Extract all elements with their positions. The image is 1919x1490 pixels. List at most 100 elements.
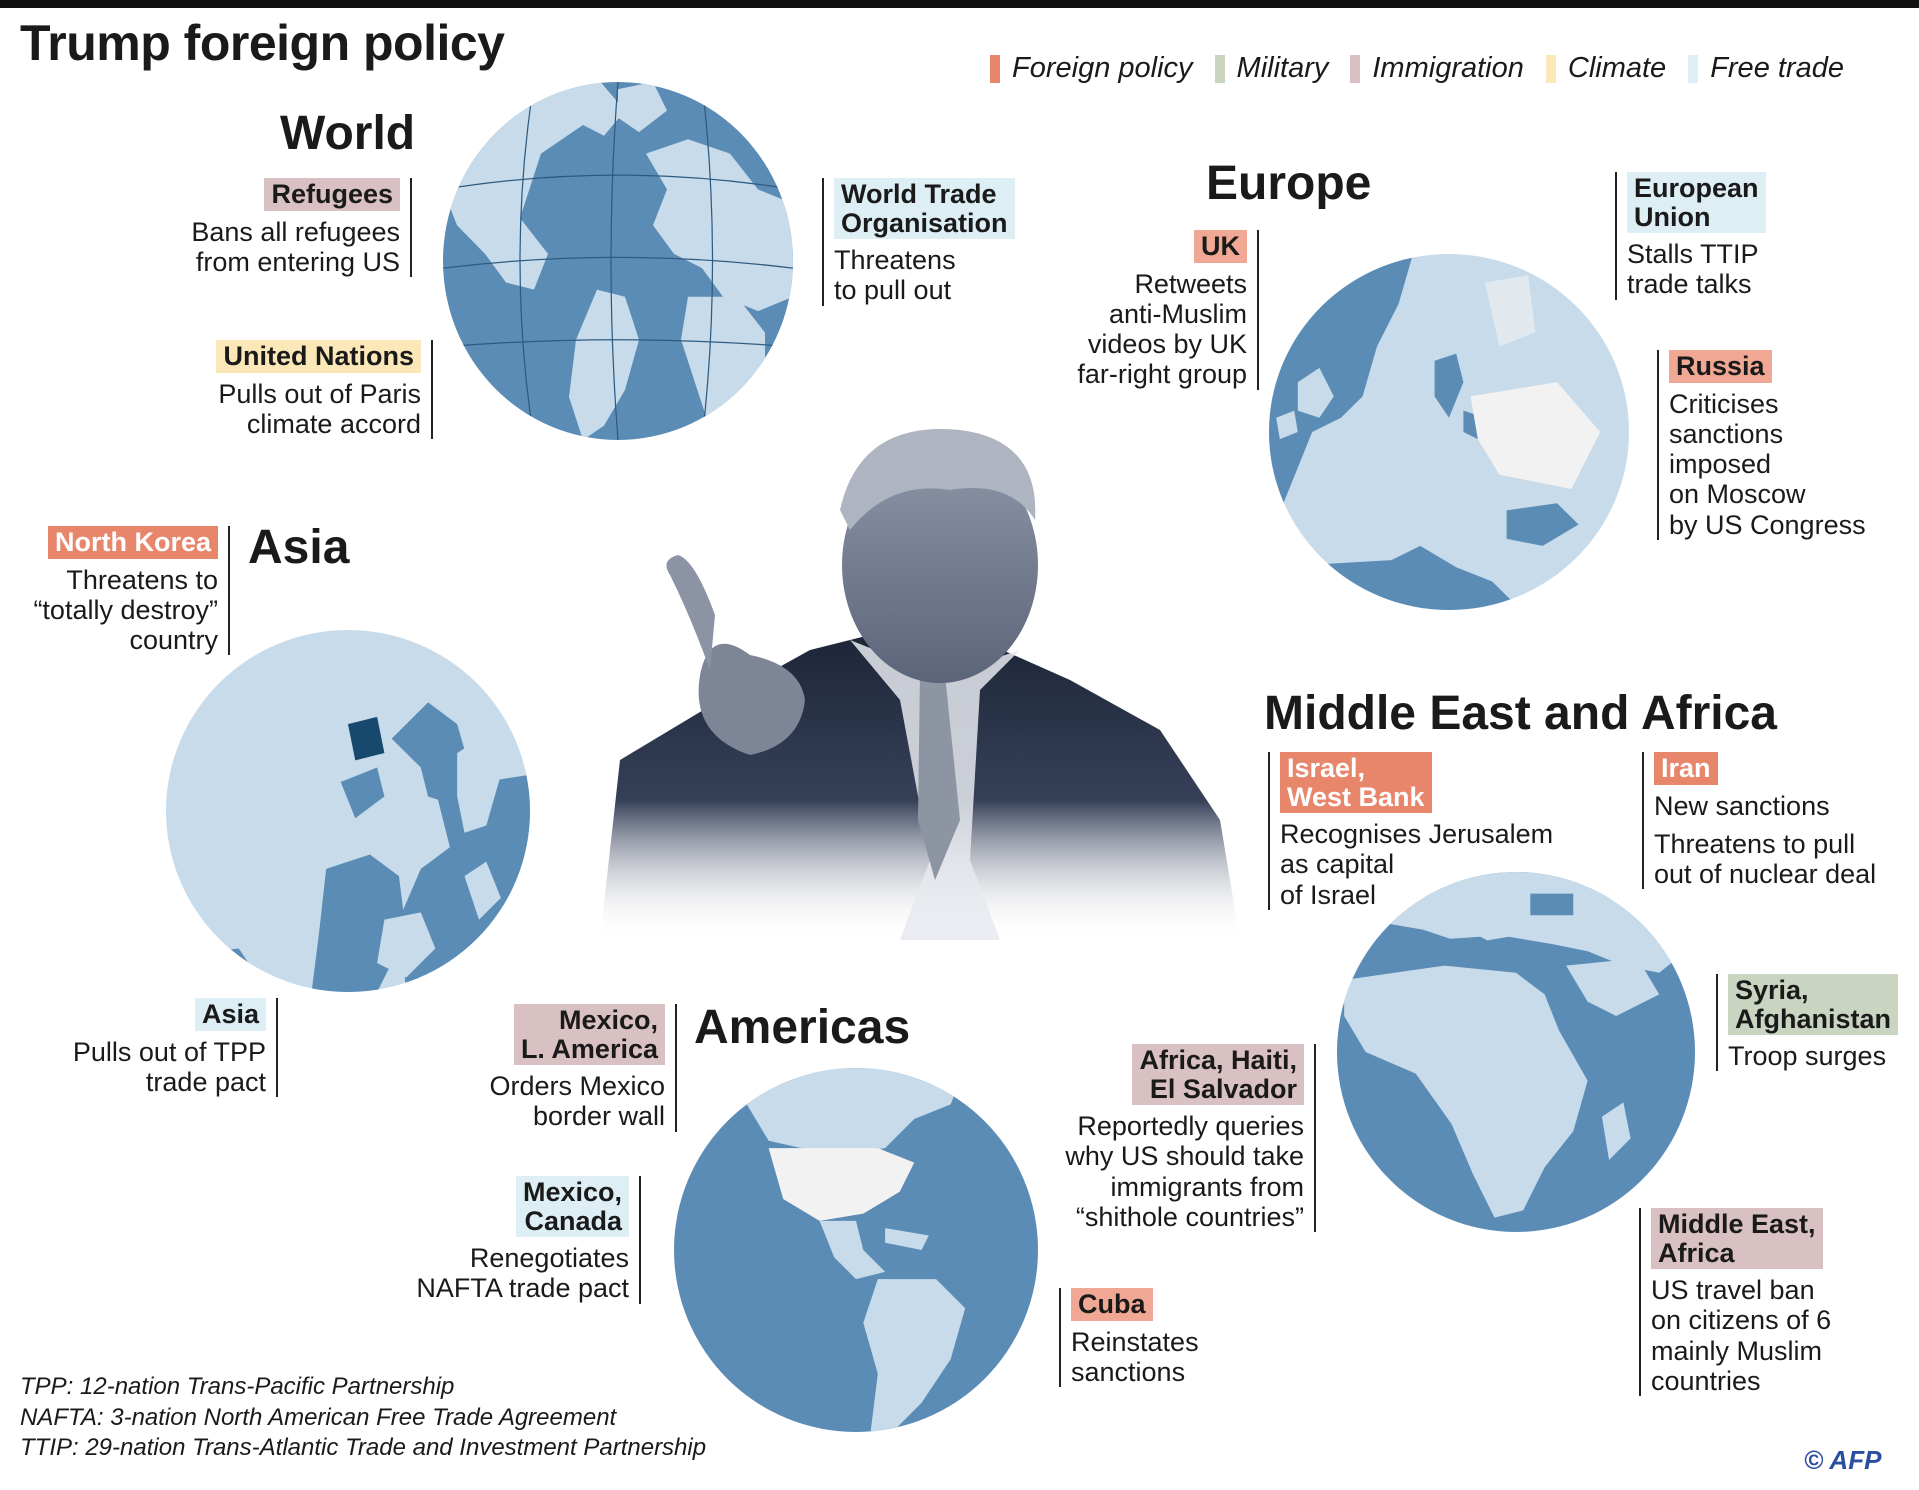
note-text-line: Orders Mexico — [489, 1071, 665, 1102]
note-text-line: on Moscow — [1669, 479, 1806, 510]
world-globe-map — [443, 82, 793, 440]
tag-line: World Trade — [841, 179, 997, 209]
note-text-line: Recognises Jerusalem — [1280, 819, 1554, 850]
note-north-korea: North Korea Threatens to “totally destro… — [33, 526, 230, 656]
tag-line: Afghanistan — [1735, 1003, 1892, 1034]
tag-syria-afghanistan: Syria, Afghanistan — [1728, 974, 1899, 1036]
note-text-line: countries — [1651, 1365, 1761, 1396]
note-israel: Israel, West Bank Recognises Jerusalem as… — [1268, 752, 1553, 910]
tag-refugees: Refugees — [264, 178, 400, 211]
tag-line: Israel, — [1287, 753, 1366, 783]
legend-swatch — [990, 54, 1000, 83]
page-title: Trump foreign policy — [20, 15, 505, 71]
tag-iran: Iran — [1654, 752, 1718, 785]
note-text-line: Bans all refugees — [191, 216, 400, 247]
note-text-line: on citizens of 6 — [1651, 1305, 1832, 1336]
region-title-americas: Americas — [694, 1001, 911, 1054]
note-text-line: far-right group — [1077, 359, 1247, 390]
tag-line: Mexico, — [522, 1177, 622, 1207]
tag-line: Africa, Haiti, — [1139, 1045, 1297, 1075]
note-text-line: Troop surges — [1728, 1041, 1887, 1072]
asia-globe-map — [166, 630, 530, 992]
note-text-line: mainly Muslim — [1651, 1335, 1823, 1366]
legend-swatch — [1688, 54, 1699, 83]
tag-line: Union — [1634, 201, 1711, 232]
middle-east-africa-globe-map — [1337, 872, 1695, 1232]
note-text-line: Reinstates — [1071, 1326, 1199, 1357]
note-text-line: trade talks — [1627, 269, 1752, 300]
legend-item-military: Military — [1214, 52, 1329, 85]
tag-asia: Asia — [194, 998, 266, 1031]
note-text-line: country — [129, 625, 218, 656]
note-text-line: “shithole countries” — [1075, 1201, 1304, 1232]
note-text-line: border wall — [532, 1101, 665, 1132]
tag-russia: Russia — [1669, 350, 1772, 383]
tag-north-korea: North Korea — [47, 526, 218, 559]
legend-swatch — [1214, 54, 1225, 83]
legend-swatch — [1545, 54, 1556, 83]
note-refugees: Refugees Bans all refugees from entering… — [191, 178, 412, 278]
footnote-nafta: NAFTA: 3-nation North American Free Trad… — [20, 1403, 617, 1431]
note-text-line: Threatens to pull — [1654, 828, 1856, 859]
footnotes: TPP: 12-nation Trans-Pacific Partnership… — [20, 1372, 706, 1464]
tag-line: Organisation — [841, 207, 1008, 238]
tag-cuba: Cuba — [1071, 1288, 1153, 1321]
tag-line: Canada — [524, 1205, 622, 1236]
note-text-line: “totally destroy” — [33, 594, 218, 625]
note-united-nations: United Nations Pulls out of Paris climat… — [216, 340, 433, 440]
region-title-asia: Asia — [248, 521, 350, 574]
tag-middle-east-africa: Middle East, Africa — [1651, 1208, 1823, 1270]
note-text-line: Criticises — [1669, 388, 1779, 419]
note-text-line: of Israel — [1280, 879, 1377, 910]
note-text-line: imposed — [1669, 449, 1772, 480]
top-rule — [0, 0, 1919, 8]
note-mexico-latin-america: Mexico, L. America Orders Mexico border w… — [489, 1004, 677, 1132]
tag-line: West Bank — [1287, 781, 1425, 812]
note-text-line: climate accord — [246, 408, 421, 439]
note-africa-haiti: Africa, Haiti, El Salvador Reportedly que… — [1065, 1044, 1316, 1233]
note-text-line: NAFTA trade pact — [416, 1273, 629, 1304]
tag-european-union: European Union — [1627, 172, 1766, 234]
region-title-world: World — [280, 107, 416, 160]
note-wto: World Trade Organisation Threatens to pul… — [822, 178, 1015, 306]
note-russia: Russia Criticises sanctions imposed on M… — [1657, 350, 1866, 540]
note-text-line: Retweets — [1134, 268, 1247, 299]
tag-uk: UK — [1194, 230, 1247, 263]
legend-item-foreign-policy: Foreign policy — [990, 52, 1193, 85]
legend-item-immigration: Immigration — [1350, 52, 1524, 85]
note-text-line: out of nuclear deal — [1654, 859, 1877, 890]
tag-line: European — [1634, 173, 1759, 203]
note-text-line: New sanctions — [1654, 790, 1830, 821]
europe-globe-map — [1269, 254, 1629, 610]
region-title-middle-east-africa: Middle East and Africa — [1264, 687, 1777, 740]
note-text-line: as capital — [1280, 849, 1395, 880]
legend: Foreign policy Military Immigration Clim… — [990, 52, 1844, 85]
note-text-line: to pull out — [834, 275, 952, 306]
legend-label: Military — [1236, 52, 1329, 84]
note-syria-afghanistan: Syria, Afghanistan Troop surges — [1716, 974, 1899, 1072]
note-iran: Iran New sanctions Threatens to pull out… — [1642, 752, 1877, 890]
note-european-union: European Union Stalls TTIP trade talks — [1615, 172, 1766, 300]
note-cuba: Cuba Reinstates sanctions — [1059, 1288, 1199, 1388]
note-text-line: Stalls TTIP — [1627, 239, 1759, 270]
note-text-line: anti-Muslim — [1108, 298, 1247, 329]
note-text-line: sanctions — [1071, 1356, 1186, 1387]
legend-label: Immigration — [1372, 52, 1524, 84]
afp-credit: © AFP — [1804, 1445, 1882, 1475]
tag-united-nations: United Nations — [216, 340, 421, 373]
tag-line: Africa — [1658, 1237, 1735, 1268]
note-text-line: Reportedly queries — [1077, 1111, 1304, 1142]
americas-globe-map — [674, 1068, 1038, 1432]
tag-mexico-canada: Mexico, Canada — [515, 1176, 629, 1238]
legend-swatch — [1350, 54, 1361, 83]
legend-item-climate: Climate — [1545, 52, 1666, 85]
legend-item-free-trade: Free trade — [1688, 52, 1844, 85]
note-mexico-canada: Mexico, Canada Renegotiates NAFTA trade p… — [416, 1176, 641, 1304]
note-text-line: Threatens to — [66, 564, 218, 595]
note-asia-tpp: Asia Pulls out of TPP trade pact — [73, 998, 278, 1098]
note-text-line: sanctions — [1669, 418, 1784, 449]
region-title-europe: Europe — [1206, 157, 1372, 210]
note-text-line: videos by UK — [1087, 329, 1247, 360]
trump-portrait-photo — [600, 400, 1240, 940]
note-text-line: Renegotiates — [469, 1243, 629, 1274]
